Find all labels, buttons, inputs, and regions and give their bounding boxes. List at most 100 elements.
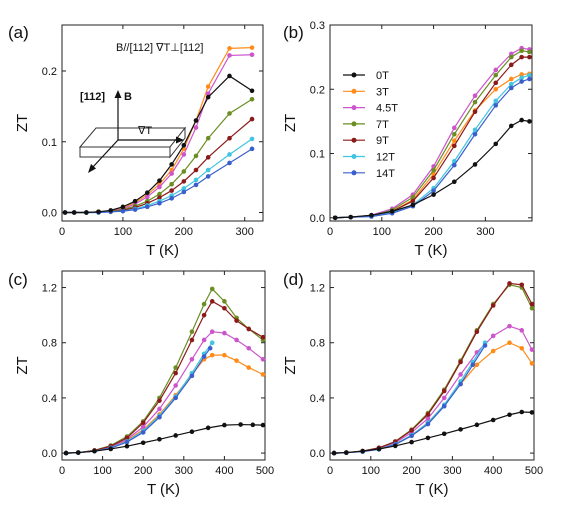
data-point xyxy=(157,437,162,442)
data-point xyxy=(508,54,514,60)
data-point xyxy=(425,435,431,441)
x-tick-label: 0 xyxy=(59,465,65,477)
legend-swatch-marker xyxy=(351,170,357,176)
data-point xyxy=(249,45,255,50)
data-point xyxy=(207,345,213,351)
legend-label: 14T xyxy=(376,168,395,180)
x-axis-title: T (K) xyxy=(414,242,447,259)
series-line xyxy=(334,411,532,454)
data-point xyxy=(205,155,211,160)
data-point xyxy=(519,75,524,80)
data-point xyxy=(140,420,146,426)
data-point xyxy=(140,440,146,446)
x-tick-label: 200 xyxy=(424,226,442,238)
x-tick-label: 100 xyxy=(373,226,391,238)
y-tick-label: 0.0 xyxy=(42,448,57,460)
data-point xyxy=(71,210,77,215)
data-point xyxy=(474,362,480,368)
data-point xyxy=(331,450,337,456)
series-12T xyxy=(332,72,532,221)
x-axis-title: T (K) xyxy=(147,481,180,498)
data-point xyxy=(222,352,227,358)
y-axis-title: ZT xyxy=(14,356,31,374)
data-point xyxy=(441,395,447,401)
y-tick-label: 0.0 xyxy=(310,213,325,225)
depth-arrow-line xyxy=(91,139,119,169)
data-point xyxy=(205,94,211,100)
data-point xyxy=(193,177,199,183)
data-point xyxy=(529,361,535,366)
data-point xyxy=(173,365,178,370)
data-point xyxy=(193,118,199,123)
x-tick-label: 300 xyxy=(236,226,254,238)
y-tick-label: 0.8 xyxy=(310,338,325,350)
data-point xyxy=(62,210,68,215)
data-point xyxy=(157,184,162,190)
data-point xyxy=(201,354,207,359)
data-point xyxy=(527,72,532,78)
data-point xyxy=(193,167,199,173)
series-line xyxy=(66,423,263,454)
label-112: [112] xyxy=(80,91,105,103)
data-point xyxy=(472,127,478,133)
data-point xyxy=(144,190,150,195)
data-point xyxy=(360,448,365,454)
data-point xyxy=(132,198,138,204)
data-point xyxy=(474,329,480,335)
data-point xyxy=(529,305,535,311)
x-tick-label: 0 xyxy=(327,465,333,477)
data-point xyxy=(519,328,525,333)
panel-label: (a) xyxy=(8,23,29,42)
data-point xyxy=(181,169,187,174)
data-point xyxy=(124,443,130,449)
legend-label: 9T xyxy=(376,135,389,147)
data-point xyxy=(209,299,215,304)
data-point xyxy=(508,85,514,91)
data-point xyxy=(452,138,457,143)
series-line xyxy=(335,50,530,219)
legend-swatch-marker xyxy=(351,105,357,111)
data-point xyxy=(181,189,187,195)
legend-label: 4.5T xyxy=(376,103,398,115)
y-tick-label: 0.4 xyxy=(42,393,57,405)
data-point xyxy=(249,136,255,142)
data-point xyxy=(132,207,138,212)
data-point xyxy=(181,186,187,191)
data-point xyxy=(490,333,496,339)
x-tick-label: 200 xyxy=(175,226,193,238)
data-point xyxy=(120,204,126,210)
data-point xyxy=(209,340,215,346)
data-point xyxy=(169,171,174,176)
y-tick-label: 0.0 xyxy=(310,448,325,460)
x-tick-label: 100 xyxy=(93,465,111,477)
data-point xyxy=(519,79,524,84)
data-point xyxy=(470,362,476,368)
x-tick-label: 400 xyxy=(484,465,502,477)
data-point xyxy=(140,424,146,430)
x-tick-label: 500 xyxy=(256,465,274,477)
x-tick-label: 300 xyxy=(443,465,461,477)
data-point xyxy=(205,135,211,141)
y-tick-label: 0.2 xyxy=(42,66,57,78)
data-point xyxy=(249,146,255,152)
data-point xyxy=(508,51,514,57)
data-point xyxy=(75,450,81,455)
series-9T xyxy=(331,281,535,456)
data-point xyxy=(246,326,252,332)
legend-swatch-marker xyxy=(351,88,357,94)
series-line xyxy=(66,300,264,454)
data-point xyxy=(173,433,178,438)
data-point xyxy=(409,428,414,433)
data-point xyxy=(157,398,162,403)
panel-1: 0 100 200 300 0.0 0.1 0.2 T (K) ZT (a) B//[112] ∇T… xyxy=(8,23,264,259)
data-point xyxy=(472,93,478,98)
data-point xyxy=(96,209,101,215)
data-point xyxy=(140,430,146,435)
x-tick-label: 200 xyxy=(134,465,152,477)
x-tick-label: 300 xyxy=(476,226,494,238)
axes-frame xyxy=(329,270,535,461)
data-point xyxy=(205,84,211,89)
data-point xyxy=(193,153,199,159)
data-point xyxy=(201,337,207,343)
data-point xyxy=(169,181,174,187)
